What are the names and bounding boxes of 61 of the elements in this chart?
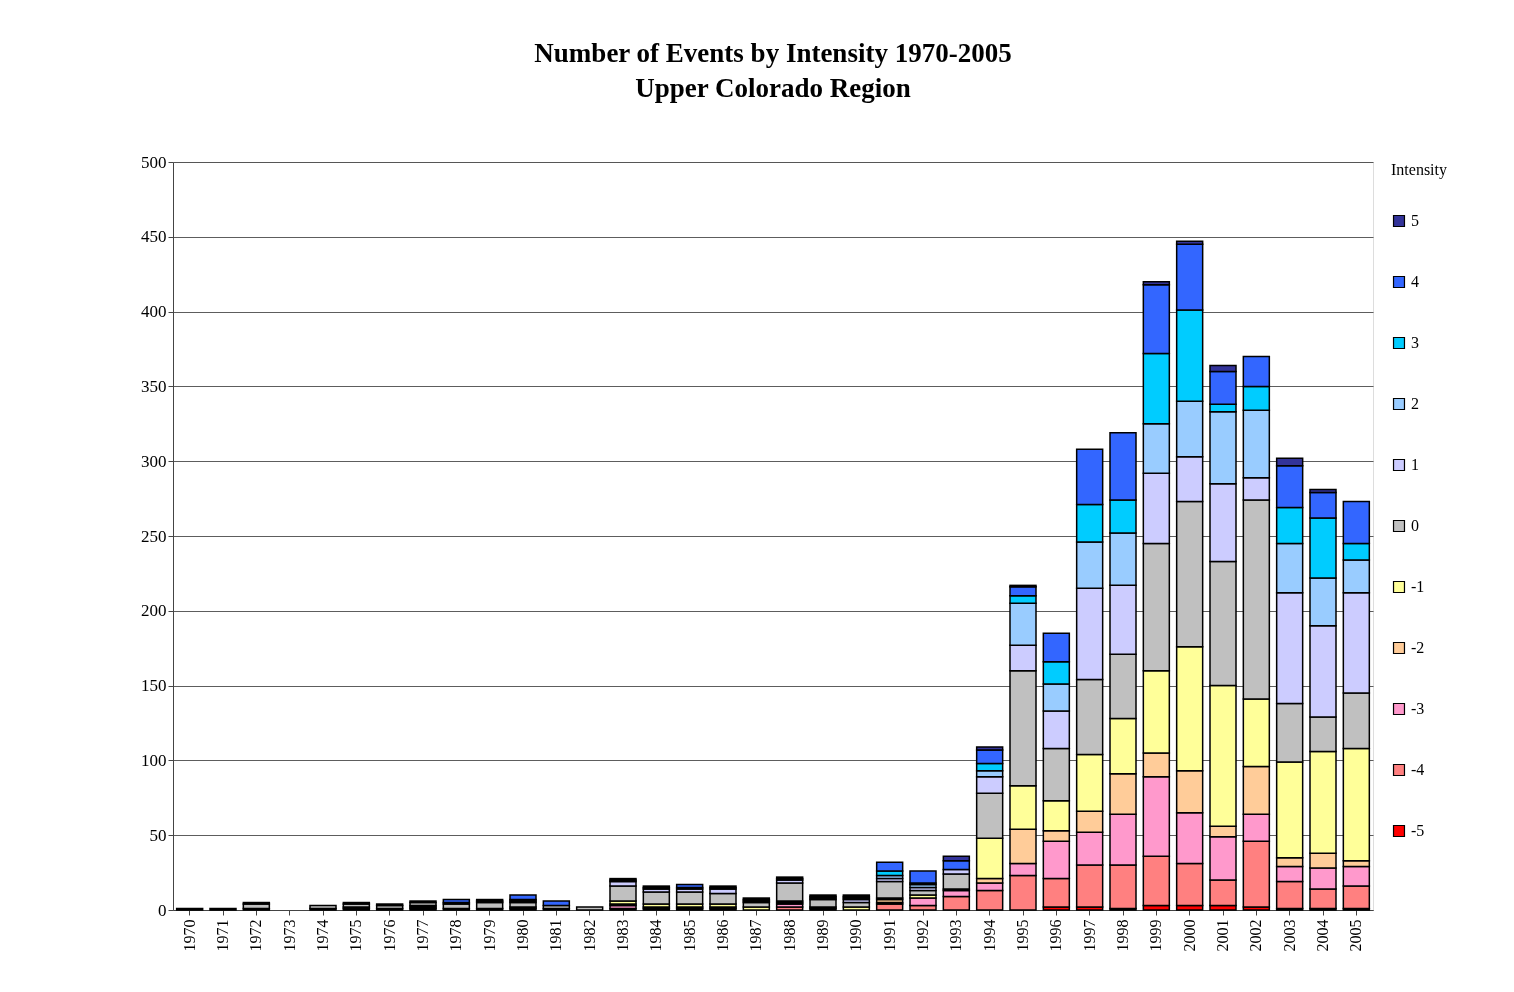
x-tick-label: 1993 (947, 919, 965, 952)
y-tick-label: 150 (141, 676, 167, 696)
x-tick-label: 1992 (914, 919, 931, 952)
x-tick-label: 1984 (647, 919, 665, 952)
chart-subtitle: Upper Colorado Region (635, 73, 911, 103)
x-tick-label: 1987 (747, 919, 765, 952)
x-tick-label: 1972 (247, 919, 265, 952)
y-tick-label: 50 (149, 825, 167, 845)
x-tick-label: 1989 (814, 919, 831, 952)
x-tick-label: 1981 (547, 919, 565, 952)
x-tick-label: 1979 (480, 919, 498, 952)
legend-label: 1 (1411, 456, 1419, 473)
x-tick-label: 1991 (880, 919, 898, 952)
x-tick-label: 2003 (1280, 919, 1298, 952)
x-tick-label: 1970 (180, 919, 198, 952)
x-tick-label: 1999 (1147, 919, 1165, 952)
x-tick-label: 1977 (414, 919, 431, 952)
legend-label: 3 (1411, 334, 1419, 351)
x-tick-label: 1986 (714, 919, 731, 952)
legend-label: 2 (1411, 395, 1419, 412)
x-tick-label: 2001 (1214, 919, 1231, 952)
x-tick-label: 2002 (1247, 919, 1265, 952)
x-tick-label: 1988 (780, 919, 798, 952)
x-tick-label: 1995 (1014, 919, 1031, 952)
y-tick-label: 500 (141, 152, 167, 172)
x-tick-label: 1976 (380, 919, 398, 952)
x-tick-label: 1996 (1047, 919, 1065, 952)
legend-label: 4 (1411, 273, 1419, 290)
legend-label: -5 (1411, 822, 1425, 839)
y-tick-label: 200 (141, 601, 167, 621)
legend-label: -2 (1411, 639, 1425, 656)
legend-label: -4 (1411, 761, 1425, 778)
legend-label: -1 (1411, 578, 1425, 595)
x-tick-label: 1980 (514, 919, 531, 952)
y-tick-label: 350 (141, 376, 167, 396)
y-tick-label: 450 (141, 227, 167, 247)
y-tick-label: 100 (141, 750, 167, 770)
x-tick-label: 1978 (447, 919, 465, 952)
legend-label: 0 (1411, 517, 1419, 534)
x-tick-label: 1971 (214, 919, 231, 952)
chart-title: Number of Events by Intensity 1970-2005 (534, 38, 1012, 68)
x-tick-label: 1998 (1114, 919, 1131, 952)
y-tick-label: 250 (141, 526, 167, 546)
legend-label: 5 (1411, 212, 1419, 229)
x-tick-label: 2000 (1180, 919, 1198, 952)
x-tick-label: 1975 (347, 919, 365, 952)
x-tick-label: 1983 (614, 919, 631, 952)
x-tick-label: 1994 (980, 919, 998, 952)
y-tick-label: 400 (141, 302, 167, 322)
y-tick-label: 0 (158, 900, 167, 920)
legend-label: -3 (1411, 700, 1425, 717)
legend-title: Intensity (1391, 161, 1447, 179)
x-tick-label: 1982 (580, 919, 598, 952)
x-tick-label: 1974 (314, 919, 331, 952)
x-tick-label: 2005 (1347, 919, 1365, 952)
y-tick-label: 300 (141, 451, 167, 471)
x-tick-label: 1985 (680, 919, 698, 952)
x-tick-label: 1990 (847, 919, 865, 952)
x-tick-label: 2004 (1314, 919, 1331, 952)
x-tick-label: 1973 (280, 919, 298, 952)
x-tick-label: 1997 (1080, 919, 1098, 952)
